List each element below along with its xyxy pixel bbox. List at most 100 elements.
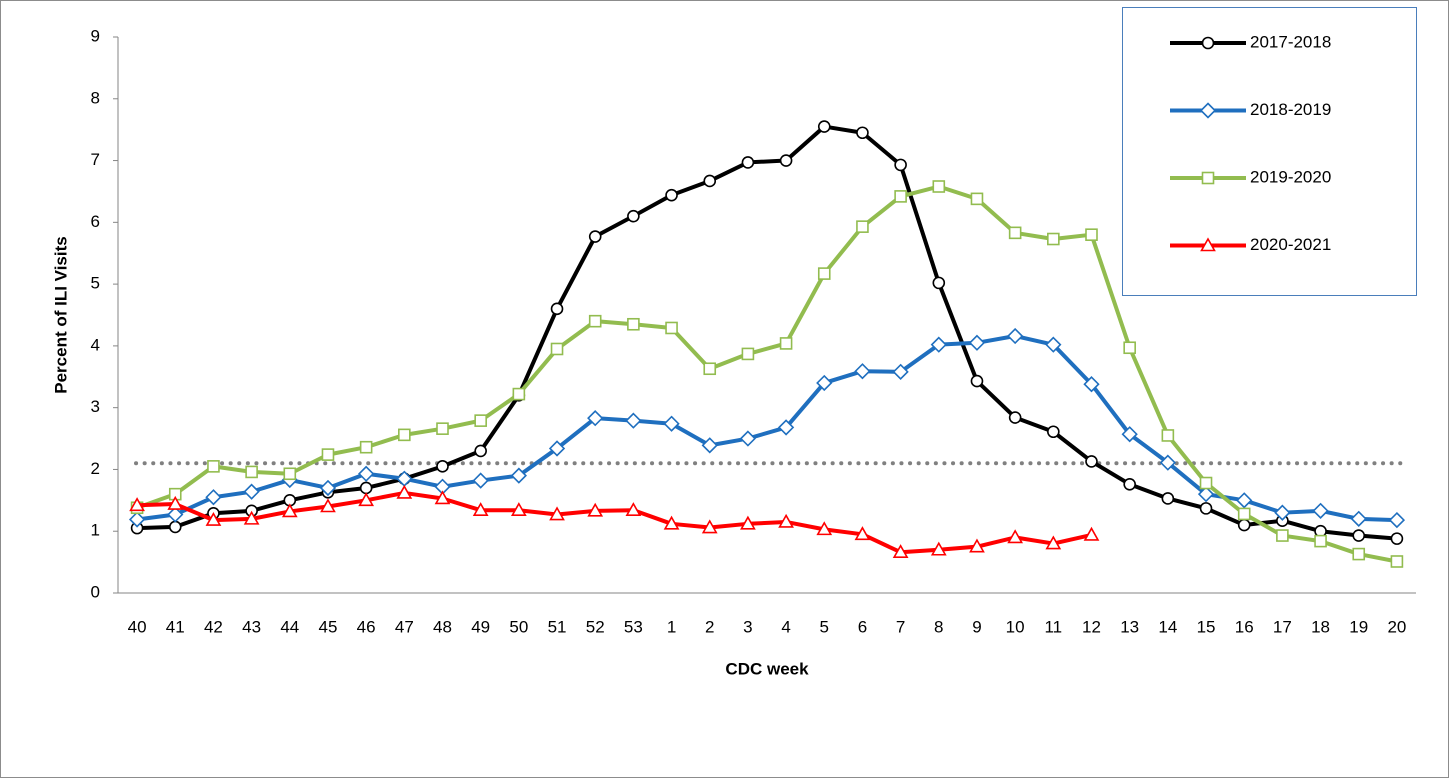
point [1159, 454, 1176, 471]
point [1390, 555, 1404, 568]
point [930, 541, 947, 556]
y-tick-label: 4 [91, 335, 100, 354]
point [816, 521, 833, 536]
legend-marker [1201, 171, 1215, 185]
point [1121, 426, 1138, 443]
point [1274, 504, 1291, 521]
point [741, 156, 755, 169]
x-tick-label: 12 [1082, 617, 1101, 636]
point [932, 180, 946, 193]
legend-label: 2017-2018 [1250, 32, 1331, 51]
y-tick-label: 2 [91, 459, 100, 478]
point [320, 498, 336, 513]
x-tick-label: 41 [166, 617, 185, 636]
point [1123, 341, 1136, 355]
x-tick-label: 13 [1120, 617, 1139, 636]
point [321, 448, 335, 461]
point [854, 363, 871, 380]
point [968, 334, 986, 351]
x-tick-label: 8 [934, 617, 943, 636]
y-tick-label: 6 [91, 212, 100, 231]
point [663, 515, 680, 530]
x-tick-label: 17 [1273, 617, 1292, 636]
point [817, 267, 831, 280]
x-tick-label: 20 [1387, 617, 1406, 636]
x-tick-label: 16 [1235, 617, 1254, 636]
series-line [137, 490, 1092, 555]
point [892, 363, 909, 380]
point [587, 410, 604, 427]
point [436, 422, 449, 435]
point [625, 502, 642, 517]
x-tick-label: 19 [1349, 617, 1368, 636]
legend-label: 2020-2021 [1250, 235, 1331, 254]
x-axis-title: CDC week [725, 659, 809, 678]
series-line [136, 334, 1397, 523]
point [816, 374, 833, 392]
point [663, 415, 680, 432]
y-tick-label: 3 [91, 397, 100, 416]
x-tick-label: 43 [242, 617, 261, 636]
point [854, 526, 871, 541]
point [434, 490, 451, 505]
point [207, 460, 220, 473]
point [283, 467, 297, 481]
point [588, 230, 602, 243]
point [1008, 226, 1022, 240]
point [588, 314, 602, 328]
point [205, 511, 222, 526]
point [703, 174, 717, 188]
series-line [136, 184, 1398, 564]
point [701, 519, 718, 534]
y-tick-label: 0 [91, 582, 100, 601]
x-tick-label: 10 [1006, 617, 1025, 636]
y-tick-label: 9 [91, 26, 100, 45]
point [627, 209, 640, 223]
point [970, 374, 984, 388]
point [168, 520, 182, 534]
legend-label: 2018-2019 [1250, 100, 1331, 119]
point [1085, 455, 1098, 468]
point [548, 440, 566, 457]
point [396, 484, 413, 499]
point [894, 158, 907, 172]
point [358, 465, 375, 482]
x-tick-label: 1 [667, 617, 676, 636]
point [892, 544, 909, 559]
point [779, 337, 793, 350]
point [740, 515, 756, 530]
point [319, 479, 337, 497]
point [245, 465, 258, 479]
x-tick-label: 50 [509, 617, 528, 636]
x-tick-label: 48 [433, 617, 452, 636]
x-tick-label: 2 [705, 617, 714, 636]
point [627, 317, 640, 331]
point [1314, 534, 1327, 548]
point [1047, 425, 1060, 439]
x-tick-label: 40 [128, 617, 147, 636]
x-tick-label: 18 [1311, 617, 1330, 636]
point [243, 510, 260, 525]
x-tick-label: 47 [395, 617, 414, 636]
point [512, 387, 526, 401]
y-tick-label: 7 [91, 150, 100, 169]
point [1352, 547, 1366, 561]
point [550, 302, 564, 316]
point [281, 503, 298, 518]
y-tick-label: 5 [91, 274, 100, 293]
point [1083, 376, 1100, 393]
x-tick-label: 6 [858, 617, 867, 636]
point [665, 188, 678, 202]
point [1237, 518, 1251, 532]
point [969, 538, 985, 553]
point [1085, 228, 1098, 241]
point [739, 430, 757, 447]
point [665, 321, 678, 335]
point [167, 495, 184, 510]
x-tick-label: 45 [319, 617, 338, 636]
point [894, 190, 907, 203]
x-tick-label: 14 [1158, 617, 1177, 636]
point [741, 347, 755, 361]
